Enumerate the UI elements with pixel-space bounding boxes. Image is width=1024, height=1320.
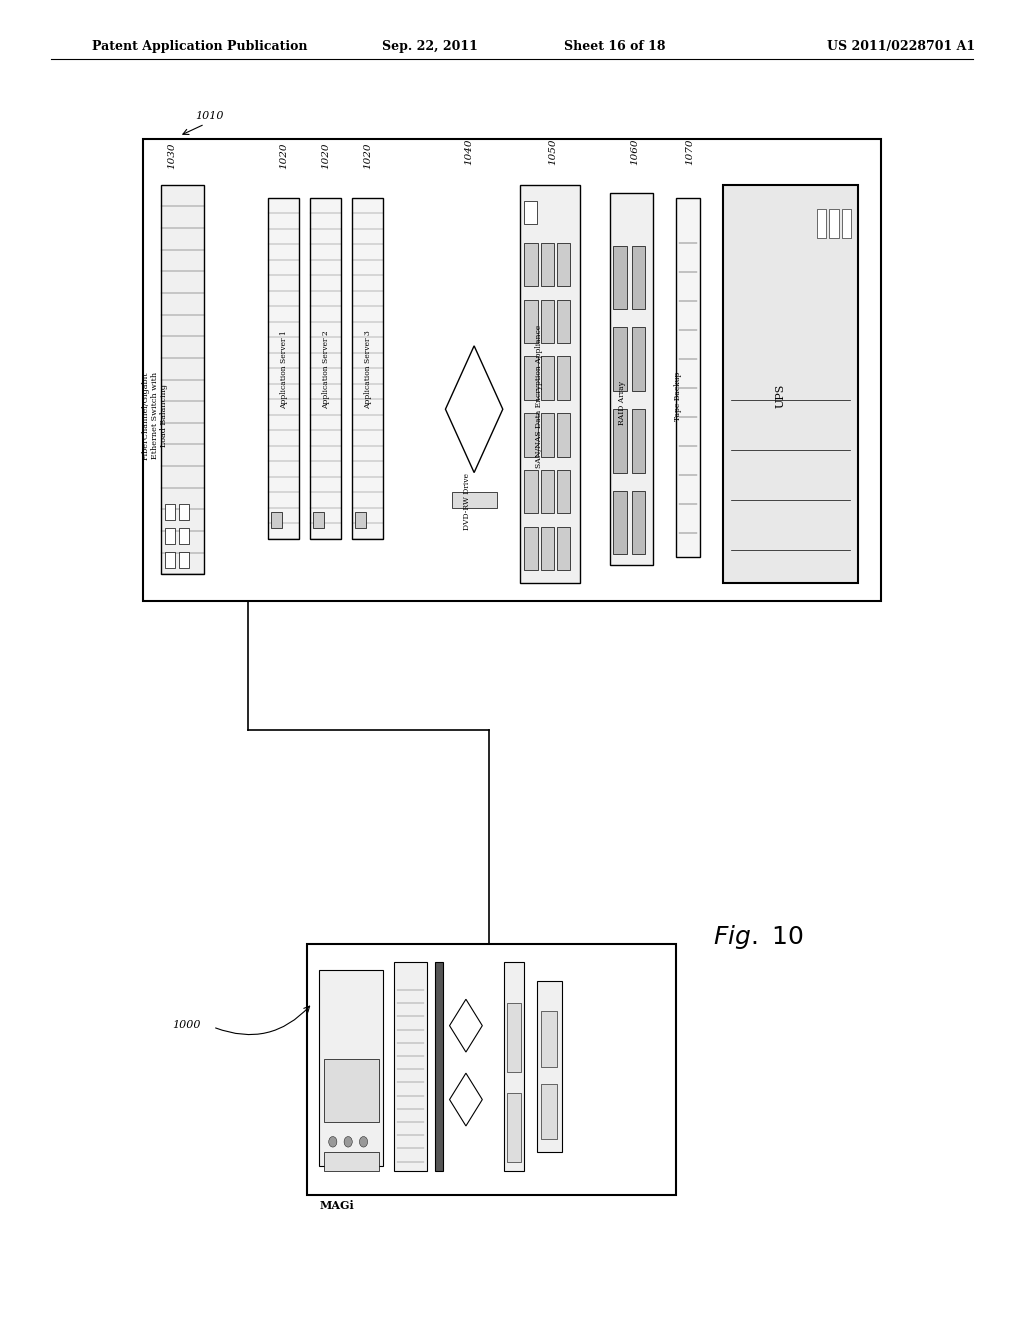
Bar [310,198,341,539]
Text: RAID Array: RAID Array [617,380,626,425]
Text: DVD-RW Drive: DVD-RW Drive [463,473,471,531]
Bar [161,185,204,574]
Bar [613,491,627,554]
Bar [524,201,537,224]
Bar [613,409,627,473]
Bar [507,1003,521,1072]
Bar [307,944,676,1195]
Bar [557,527,570,570]
Bar [313,512,324,528]
Text: SAN/NAS Data Encryption Appliance: SAN/NAS Data Encryption Appliance [535,325,543,467]
Text: 1070: 1070 [686,139,694,165]
Bar [179,504,189,520]
Circle shape [359,1137,368,1147]
Bar [165,552,175,568]
Bar [452,492,497,508]
Bar [520,185,580,583]
Bar [524,470,538,513]
Bar [179,528,189,544]
Bar [723,185,858,583]
Bar [165,528,175,544]
Bar [541,243,554,286]
Bar [541,1011,557,1067]
Bar [268,198,299,539]
Text: US 2011/0228701 A1: US 2011/0228701 A1 [827,40,975,53]
Polygon shape [450,1073,482,1126]
Bar [842,209,851,238]
Bar [355,512,366,528]
Bar [557,300,570,343]
Text: Tape Backup: Tape Backup [674,371,682,421]
Bar [829,209,839,238]
Bar [557,243,570,286]
Bar [557,356,570,400]
Bar [632,327,645,391]
Text: MAGi: MAGi [319,1200,354,1210]
Text: 1020: 1020 [322,143,330,169]
Text: 1050: 1050 [549,139,557,165]
Bar [435,962,443,1171]
Text: Application Server 2: Application Server 2 [322,330,330,409]
Bar [524,356,538,400]
Bar [394,962,427,1171]
Text: 1040: 1040 [465,139,473,165]
Text: 1060: 1060 [631,139,639,165]
Text: Sheet 16 of 18: Sheet 16 of 18 [563,40,666,53]
Bar [524,413,538,457]
Bar [557,470,570,513]
Bar [632,409,645,473]
Text: 1030: 1030 [168,143,176,169]
Bar [541,470,554,513]
Bar [541,356,554,400]
Bar [324,1059,379,1122]
Bar [676,198,700,557]
Bar [165,504,175,520]
Bar [352,198,383,539]
Text: 1020: 1020 [364,143,372,169]
Bar [632,246,645,309]
Bar [610,193,653,565]
Bar [541,527,554,570]
Text: 1010: 1010 [196,111,224,121]
Text: 1020: 1020 [280,143,288,169]
Text: FiberChannel/Gigabit
Ethernet Switch with
Load Balancing: FiberChannel/Gigabit Ethernet Switch wit… [141,371,168,461]
Bar [613,246,627,309]
Bar [524,527,538,570]
Text: $\mathit{Fig.\ 10}$: $\mathit{Fig.\ 10}$ [713,923,803,952]
Text: Application Server 1: Application Server 1 [280,330,288,409]
Text: Patent Application Publication: Patent Application Publication [92,40,307,53]
Bar [557,413,570,457]
Bar [613,327,627,391]
Bar [541,413,554,457]
Circle shape [329,1137,337,1147]
Bar [524,243,538,286]
Polygon shape [445,346,503,473]
Polygon shape [450,999,482,1052]
Bar [507,1093,521,1162]
Text: 1000: 1000 [172,1019,201,1030]
Bar [324,1152,379,1171]
Bar [817,209,826,238]
Bar [541,1084,557,1139]
Bar [504,962,524,1171]
Bar [143,139,881,601]
Bar [271,512,282,528]
Bar [537,981,562,1152]
Bar [319,970,383,1166]
Bar [524,300,538,343]
Bar [541,300,554,343]
Circle shape [344,1137,352,1147]
Bar [632,491,645,554]
Text: Sep. 22, 2011: Sep. 22, 2011 [382,40,478,53]
Bar [179,552,189,568]
Text: Application Server 3: Application Server 3 [364,330,372,409]
Text: UPS: UPS [775,384,785,408]
